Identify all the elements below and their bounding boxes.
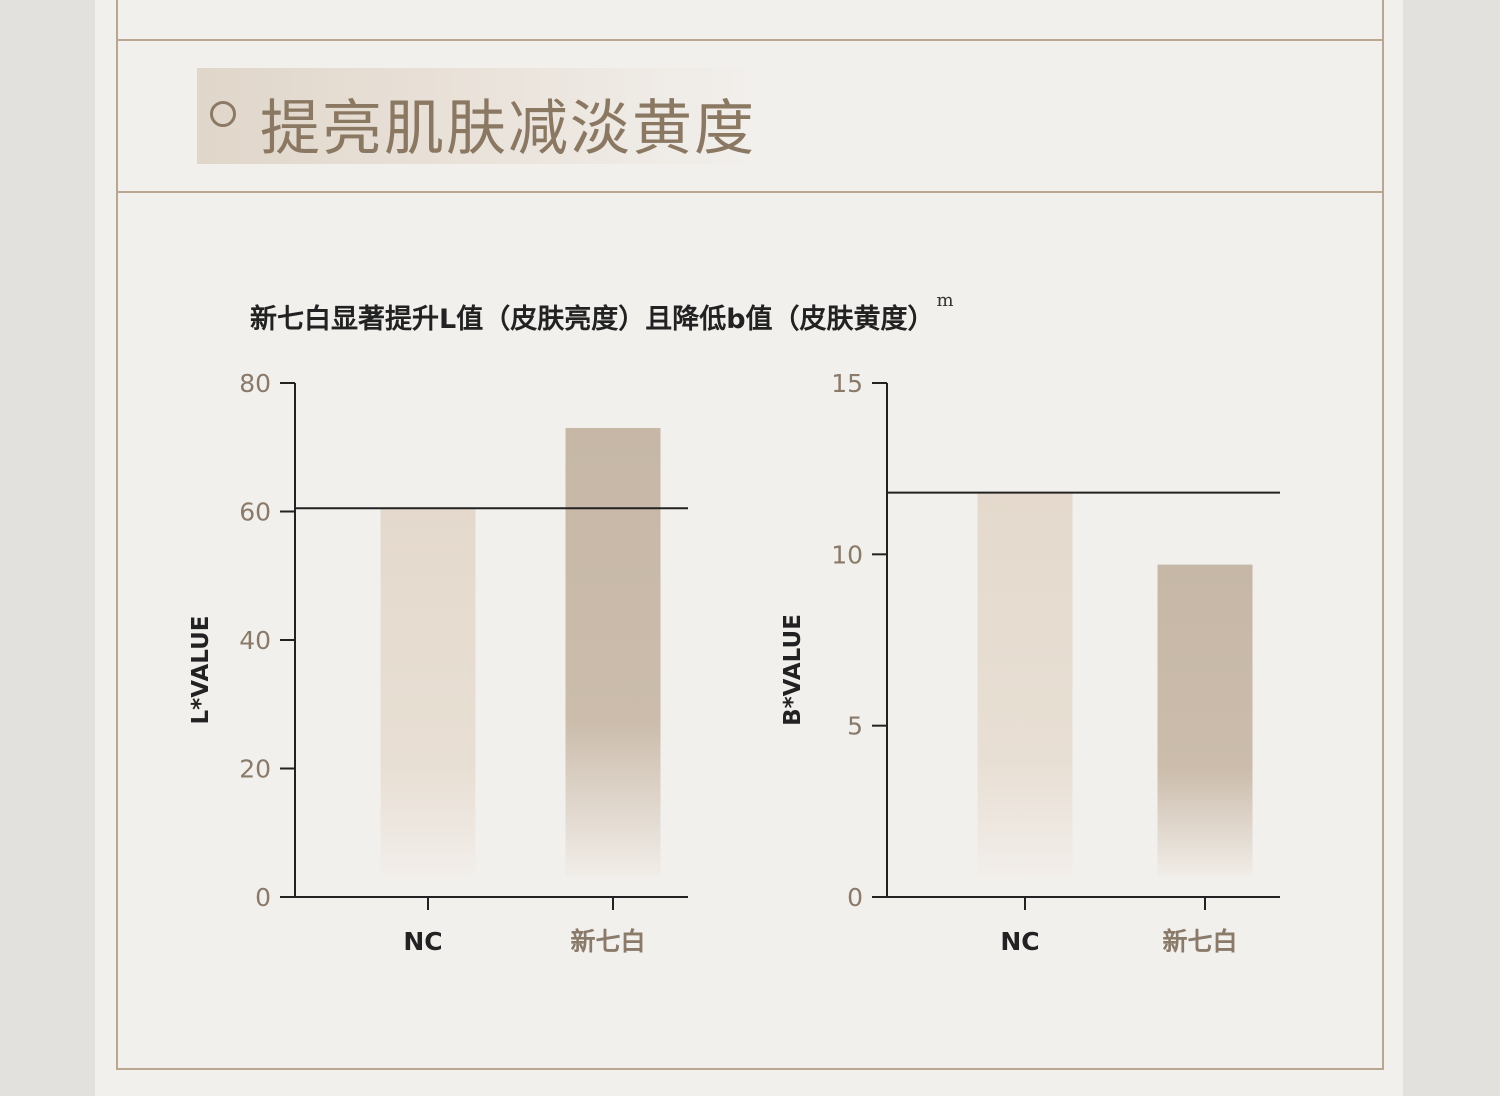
b-chart-y-tick-label: 10 [831, 540, 863, 569]
b-chart-y-axis-label: B*VALUE [780, 614, 806, 726]
page-background [95, 0, 1403, 1096]
l-chart-y-axis-label: L*VALUE [188, 616, 214, 725]
circle-bullet-icon [210, 101, 236, 127]
section-title: 提亮肌肤减淡黄度 [260, 94, 756, 164]
l-chart-y-tick-label: 40 [239, 626, 271, 655]
frame-right-line [1382, 0, 1384, 1070]
l-chart-x-category-label: 新七白 [570, 927, 645, 956]
b-chart-x-category-label: 新七白 [1162, 927, 1237, 956]
chart-heading-footnote-mark: m [936, 290, 954, 311]
frame-top-line [116, 39, 1384, 41]
frame-bottom-line [116, 1068, 1384, 1070]
b-chart-x-category-label: NC [1000, 927, 1039, 956]
b-chart-y-tick-label: 5 [847, 712, 863, 741]
b-chart-bar-nc [977, 492, 1073, 877]
b-chart-y-tick-label: 15 [831, 369, 863, 398]
l-chart-y-tick-label: 20 [239, 755, 271, 784]
b-chart-y-tick-label: 0 [847, 883, 863, 912]
l-chart-x-category-label: NC [403, 927, 442, 956]
chart-heading-text: 新七白显著提升L值（皮肤亮度）且降低b值（皮肤黄度） [250, 304, 935, 335]
frame-left-line [116, 0, 118, 1070]
l-chart-y-tick-label: 0 [255, 883, 271, 912]
l-chart-y-tick-label: 60 [239, 498, 271, 527]
frame-divider-line [116, 191, 1384, 193]
section-title-banner [197, 68, 767, 164]
l-chart-bar-nc [380, 508, 476, 877]
l-chart-y-tick-label: 80 [239, 369, 271, 398]
chart-heading: 新七白显著提升L值（皮肤亮度）且降低b值（皮肤黄度）m [250, 290, 954, 336]
b-chart-bar-product [1157, 564, 1253, 877]
l-chart-bar-product [565, 427, 661, 877]
